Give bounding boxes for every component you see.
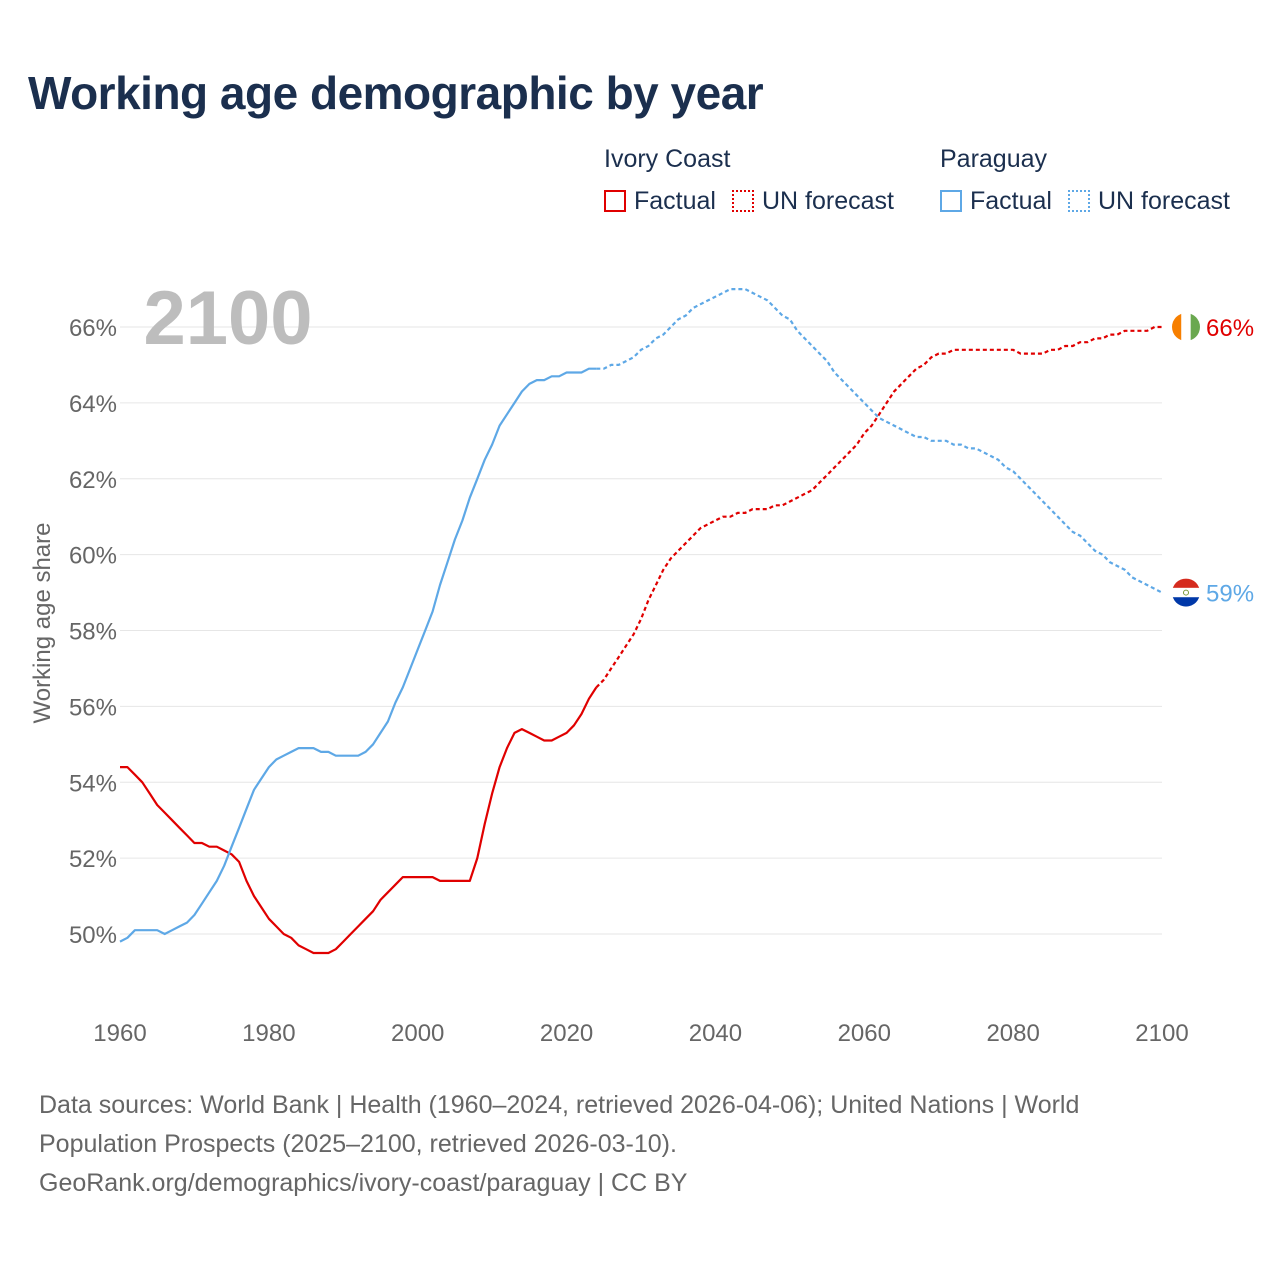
end-markers: 66% 59%: [1172, 313, 1254, 608]
series-line-ivory-coast-forecast: [595, 325, 1162, 689]
factual-swatch-icon: [604, 190, 626, 212]
footer: Data sources: World Bank | Health (1960–…: [39, 1086, 1219, 1203]
y-tick-label: 50%: [69, 922, 117, 949]
x-tick-label: 2060: [838, 1020, 891, 1047]
legend-label: UN forecast: [761, 186, 894, 215]
y-tick-label: 56%: [69, 694, 117, 721]
legend-ivory-coast: Ivory Coast Factual UN forecast: [604, 144, 910, 216]
footer-source-line-1: Data sources: World Bank | Health (1960–…: [39, 1091, 1080, 1119]
flag-stripes: [1172, 578, 1200, 607]
x-tick-label: 2100: [1135, 1020, 1188, 1047]
series-line-ivory-coast-factual: [120, 686, 598, 955]
y-axis-ticks: 50% 52% 54% 56% 58% 60% 62% 64% 66%: [69, 315, 117, 949]
y-tick-label: 60%: [69, 543, 117, 570]
y-tick-label: 54%: [69, 770, 117, 797]
y-tick-label: 66%: [69, 315, 117, 342]
factual-swatch-icon: [940, 190, 962, 212]
x-tick-label: 2080: [986, 1020, 1039, 1047]
series-lines: [119, 288, 1163, 955]
forecast-swatch-icon: [1067, 190, 1090, 212]
legend-item-paraguay-factual[interactable]: Factual: [940, 187, 1052, 216]
end-label-ivory-coast: 66%: [1206, 315, 1254, 342]
x-tick-label: 2000: [391, 1020, 444, 1047]
ivory-coast-flag-icon: [1172, 313, 1200, 341]
legend-label: Factual: [970, 186, 1052, 215]
y-tick-label: 52%: [69, 846, 117, 873]
x-tick-label: 2040: [689, 1020, 742, 1047]
flag-stripe-white: [1181, 313, 1191, 341]
flag-emblem: [1183, 589, 1189, 596]
x-tick-label: 1980: [242, 1020, 295, 1047]
legend-item-ivory-coast-factual[interactable]: Factual: [604, 187, 716, 216]
y-tick-label: 62%: [69, 467, 117, 494]
paraguay-flag-icon: [1172, 578, 1200, 607]
legend-label: Factual: [634, 186, 716, 215]
footer-attribution[interactable]: GeoRank.org/demographics/ivory-coast/par…: [39, 1169, 688, 1197]
x-tick-label: 2020: [540, 1020, 593, 1047]
y-axis-label: Working age share: [29, 523, 56, 724]
legend-country-paraguay: Paraguay: [940, 145, 1048, 173]
forecast-swatch-icon: [731, 190, 754, 212]
x-axis-ticks: 1960 1980 2000 2020 2040 2060 2080 2100: [93, 1020, 1188, 1047]
end-label-paraguay: 59%: [1206, 581, 1254, 608]
legend-label: UN forecast: [1097, 186, 1230, 215]
chart-title: Working age demographic by year: [28, 67, 764, 119]
legend-item-paraguay-forecast[interactable]: UN forecast: [1067, 186, 1230, 216]
flag-stripe-white: [1172, 587, 1200, 598]
y-tick-label: 58%: [69, 619, 117, 646]
series-line-paraguay-factual: [119, 367, 597, 943]
flag-stripe-red: [1172, 578, 1200, 588]
year-overlay: 2100: [143, 276, 312, 361]
flag-stripes: [1172, 313, 1200, 341]
legend-country-ivory-coast: Ivory Coast: [604, 145, 731, 173]
flag-stripe-green: [1190, 313, 1200, 341]
flag-stripe-blue: [1172, 597, 1200, 607]
x-tick-label: 1960: [93, 1020, 146, 1047]
line-chart: 2100 50% 52% 54% 56% 58% 60% 62% 64% 66% 1960 198…: [29, 276, 1254, 1047]
legend-item-ivory-coast-forecast[interactable]: UN forecast: [731, 186, 894, 216]
series-line-paraguay-forecast: [596, 288, 1163, 594]
flag-stripe-orange: [1172, 313, 1182, 341]
legend-paraguay: Paraguay Factual UN forecast: [940, 144, 1246, 216]
y-tick-label: 64%: [69, 391, 117, 418]
footer-source-line-2: Population Prospects (2025–2100, retriev…: [39, 1130, 677, 1158]
gridlines: [120, 326, 1162, 935]
